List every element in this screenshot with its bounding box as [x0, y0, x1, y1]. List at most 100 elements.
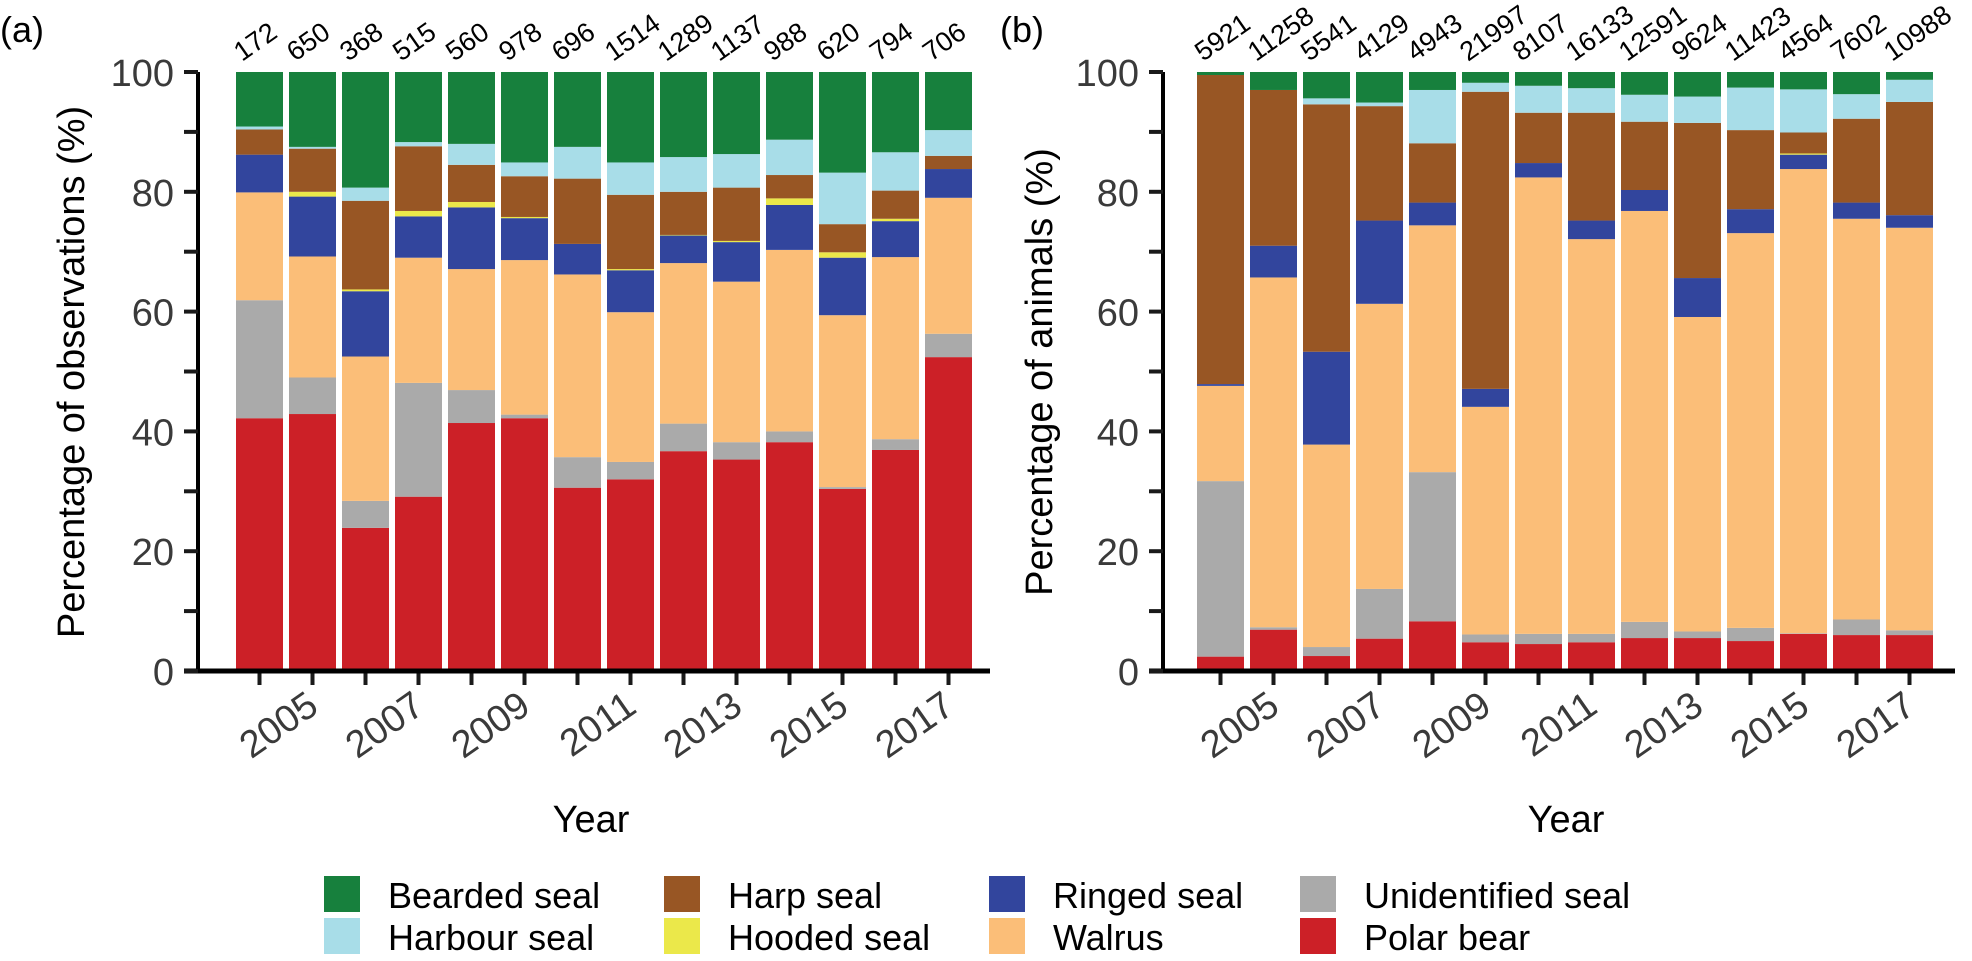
bar-segment-bearded-2012 — [660, 72, 707, 158]
y-tick-label: 80 — [1097, 173, 1139, 215]
bar-segment-bearded-2008 — [1409, 72, 1456, 90]
bar-segment-hooded-2016 — [872, 218, 919, 222]
bar-segment-bearded-2011 — [1568, 72, 1615, 89]
bar-segment-harp-2016 — [1833, 118, 1880, 203]
bar-segment-unidentified-2005 — [289, 377, 336, 415]
y-tick-label: 60 — [132, 293, 174, 335]
bar-segment-ringed-2009 — [1462, 388, 1509, 407]
bar-segment-polar-2007 — [1356, 638, 1403, 671]
bar-segment-bearded-2015 — [1780, 72, 1827, 90]
x-tick-label: 2009 — [1405, 684, 1498, 767]
bar-2013 — [1674, 72, 1721, 671]
bar-segment-unidentified-2014 — [766, 431, 813, 443]
bar-segment-polar-2006 — [1303, 656, 1350, 671]
bar-segment-ringed-2005 — [1250, 245, 1297, 278]
bar-segment-unidentified-2008 — [448, 390, 495, 424]
x-tick-label: 2017 — [868, 684, 961, 767]
bar-segment-ringed-2014 — [766, 204, 813, 250]
legend-swatch — [1300, 918, 1336, 954]
x-tick-label: 2005 — [232, 684, 325, 767]
y-axis-title-b: Percentage of animals (%) — [1019, 148, 1061, 596]
legend: Bearded seal Harp seal Ringed seal Unidenti… — [324, 875, 1630, 958]
bar-2005 — [289, 72, 336, 671]
bar-segment-bearded-2004 — [1197, 72, 1244, 75]
bar-segment-polar-2017 — [925, 357, 972, 671]
bar-segment-walrus-2005 — [289, 256, 336, 378]
bar-2008 — [448, 72, 495, 671]
bar-segment-bearded-2015 — [819, 72, 866, 173]
bar-segment-bearded-2008 — [448, 72, 495, 144]
bar-segment-unidentified-2005 — [1250, 627, 1297, 630]
bar-segment-ringed-2006 — [342, 291, 389, 357]
bar-2016 — [1833, 72, 1880, 671]
bar-segment-walrus-2004 — [1197, 385, 1244, 482]
bar-total-label: 650 — [281, 16, 335, 66]
bar-segment-ringed-2004 — [1197, 384, 1244, 386]
bar-segment-bearded-2016 — [872, 72, 919, 153]
bar-segment-polar-2012 — [1621, 638, 1668, 671]
legend-label: Hooded seal — [728, 917, 930, 958]
bar-segment-harp-2011 — [607, 194, 654, 270]
bar-2011 — [607, 72, 654, 671]
bar-segment-walrus-2007 — [395, 257, 442, 383]
bar-2017 — [925, 72, 972, 671]
legend-label: Unidentified seal — [1364, 875, 1630, 916]
legend-item-unidentified: Unidentified seal — [1300, 875, 1630, 916]
bar-segment-polar-2008 — [448, 423, 495, 671]
bar-2007 — [1356, 72, 1403, 671]
bar-segment-bearded-2010 — [1515, 72, 1562, 86]
x-tick-label: 2005 — [1193, 684, 1286, 767]
legend-swatch — [664, 876, 700, 912]
bar-segment-hooded-2011 — [607, 269, 654, 271]
bar-segment-unidentified-2011 — [607, 461, 654, 480]
bar-segment-harbour-2010 — [554, 146, 601, 179]
bar-segment-bearded-2007 — [1356, 72, 1403, 103]
bar-segment-unidentified-2013 — [713, 442, 760, 460]
bar-segment-polar-2011 — [1568, 642, 1615, 671]
bar-segment-polar-2012 — [660, 451, 707, 671]
bar-segment-hooded-2012 — [660, 234, 707, 236]
bar-segment-harp-2012 — [660, 191, 707, 235]
bar-2004 — [1197, 72, 1244, 671]
legend-label: Walrus — [1053, 917, 1164, 958]
bar-segment-bearded-2011 — [607, 72, 654, 163]
legend-item-walrus: Walrus — [989, 917, 1164, 958]
bar-segment-bearded-2017 — [1886, 72, 1933, 80]
bar-2008 — [1409, 72, 1456, 671]
bar-segment-harp-2013 — [713, 187, 760, 241]
y-tick-label: 60 — [1097, 293, 1139, 335]
x-tick-label: 2011 — [1514, 684, 1605, 765]
bar-segment-harbour-2015 — [819, 172, 866, 225]
bar-2009 — [501, 72, 548, 671]
bar-segment-unidentified-2014 — [1727, 627, 1774, 642]
bar-segment-unidentified-2017 — [1886, 630, 1933, 636]
bar-segment-harbour-2014 — [1727, 87, 1774, 131]
bar-segment-harbour-2014 — [766, 139, 813, 176]
bar-segment-walrus-2009 — [501, 260, 548, 415]
bar-segment-unidentified-2013 — [1674, 631, 1721, 639]
bar-segment-walrus-2016 — [1833, 218, 1880, 620]
stacked-bars-b — [1197, 72, 1933, 671]
bar-segment-polar-2007 — [395, 496, 442, 671]
bar-segment-bearded-2006 — [1303, 72, 1350, 99]
bar-segment-unidentified-2009 — [1462, 634, 1509, 643]
bar-segment-harbour-2008 — [1409, 89, 1456, 144]
bar-total-label: 696 — [546, 16, 600, 66]
bar-segment-harbour-2016 — [872, 152, 919, 191]
bar-segment-harp-2015 — [819, 224, 866, 253]
bar-2006 — [1303, 72, 1350, 671]
bar-segment-walrus-2013 — [713, 281, 760, 443]
bar-total-label: 4129 — [1348, 8, 1414, 67]
bar-segment-unidentified-2009 — [501, 414, 548, 419]
bar-2015 — [819, 72, 866, 671]
legend-swatch — [989, 918, 1025, 954]
bar-segment-bearded-2004 — [236, 72, 283, 127]
bar-segment-unidentified-2010 — [554, 457, 601, 488]
bar-segment-walrus-2008 — [1409, 225, 1456, 473]
bar-segment-harp-2017 — [925, 155, 972, 170]
bar-segment-bearded-2005 — [289, 72, 336, 147]
bar-segment-ringed-2015 — [1780, 154, 1827, 170]
bar-segment-ringed-2017 — [925, 169, 972, 198]
bar-segment-unidentified-2017 — [925, 333, 972, 358]
